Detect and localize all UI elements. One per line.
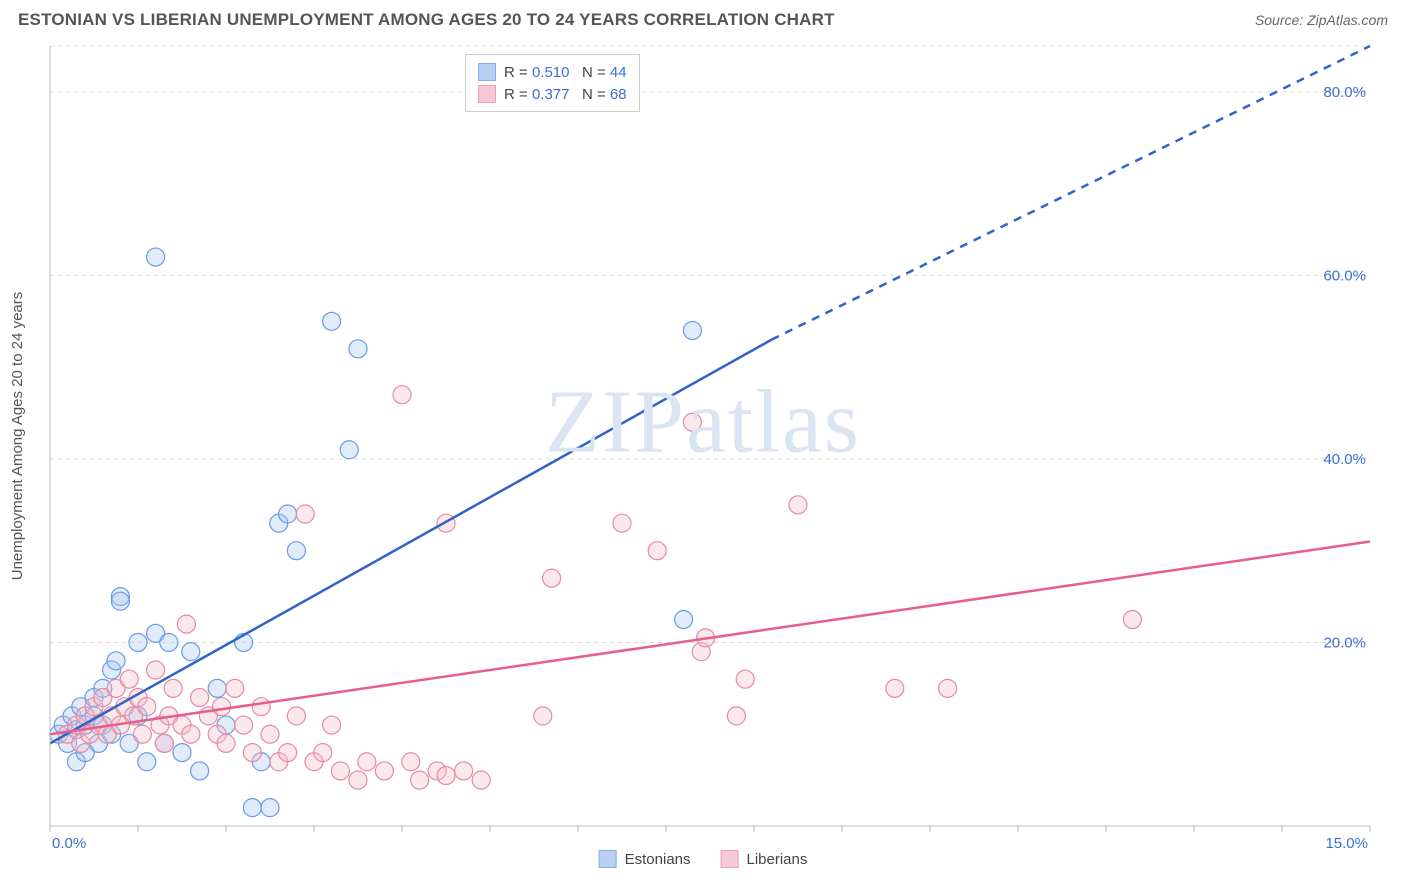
series-name: Estonians: [625, 851, 691, 868]
legend-r-label: R = 0.510 N = 44: [504, 64, 627, 81]
series-name: Liberians: [747, 851, 808, 868]
series-legend-item: Estonians: [599, 850, 691, 868]
y-tick-label: 40.0%: [1323, 451, 1366, 468]
y-tick-label: 20.0%: [1323, 634, 1366, 651]
legend-row: R = 0.510 N = 44: [478, 61, 627, 83]
x-tick-label: 0.0%: [52, 835, 86, 852]
series-legend-item: Liberians: [721, 850, 808, 868]
page-title: ESTONIAN VS LIBERIAN UNEMPLOYMENT AMONG …: [18, 10, 835, 30]
scatter-chart: 20.0% 40.0% 60.0% 80.0% 0.0% 15.0% Unemploymen…: [0, 36, 1406, 876]
legend-r-label: R = 0.377 N = 68: [504, 86, 627, 103]
y-tick-label: 80.0%: [1323, 84, 1366, 101]
legend-swatch: [599, 850, 617, 868]
legend-row: R = 0.377 N = 68: [478, 83, 627, 105]
legend-swatch: [478, 85, 496, 103]
correlation-legend: R = 0.510 N = 44 R = 0.377 N = 68: [465, 54, 640, 112]
y-tick-label: 60.0%: [1323, 267, 1366, 284]
legend-swatch: [721, 850, 739, 868]
header: ESTONIAN VS LIBERIAN UNEMPLOYMENT AMONG …: [0, 0, 1406, 36]
source-attribution: Source: ZipAtlas.com: [1255, 12, 1388, 28]
y-axis-title: Unemployment Among Ages 20 to 24 years: [9, 292, 26, 581]
series-legend: Estonians Liberians: [599, 850, 808, 868]
chart-area: 20.0% 40.0% 60.0% 80.0% 0.0% 15.0% Unemploymen…: [0, 36, 1406, 876]
legend-swatch: [478, 63, 496, 81]
x-tick-label: 15.0%: [1325, 835, 1368, 852]
